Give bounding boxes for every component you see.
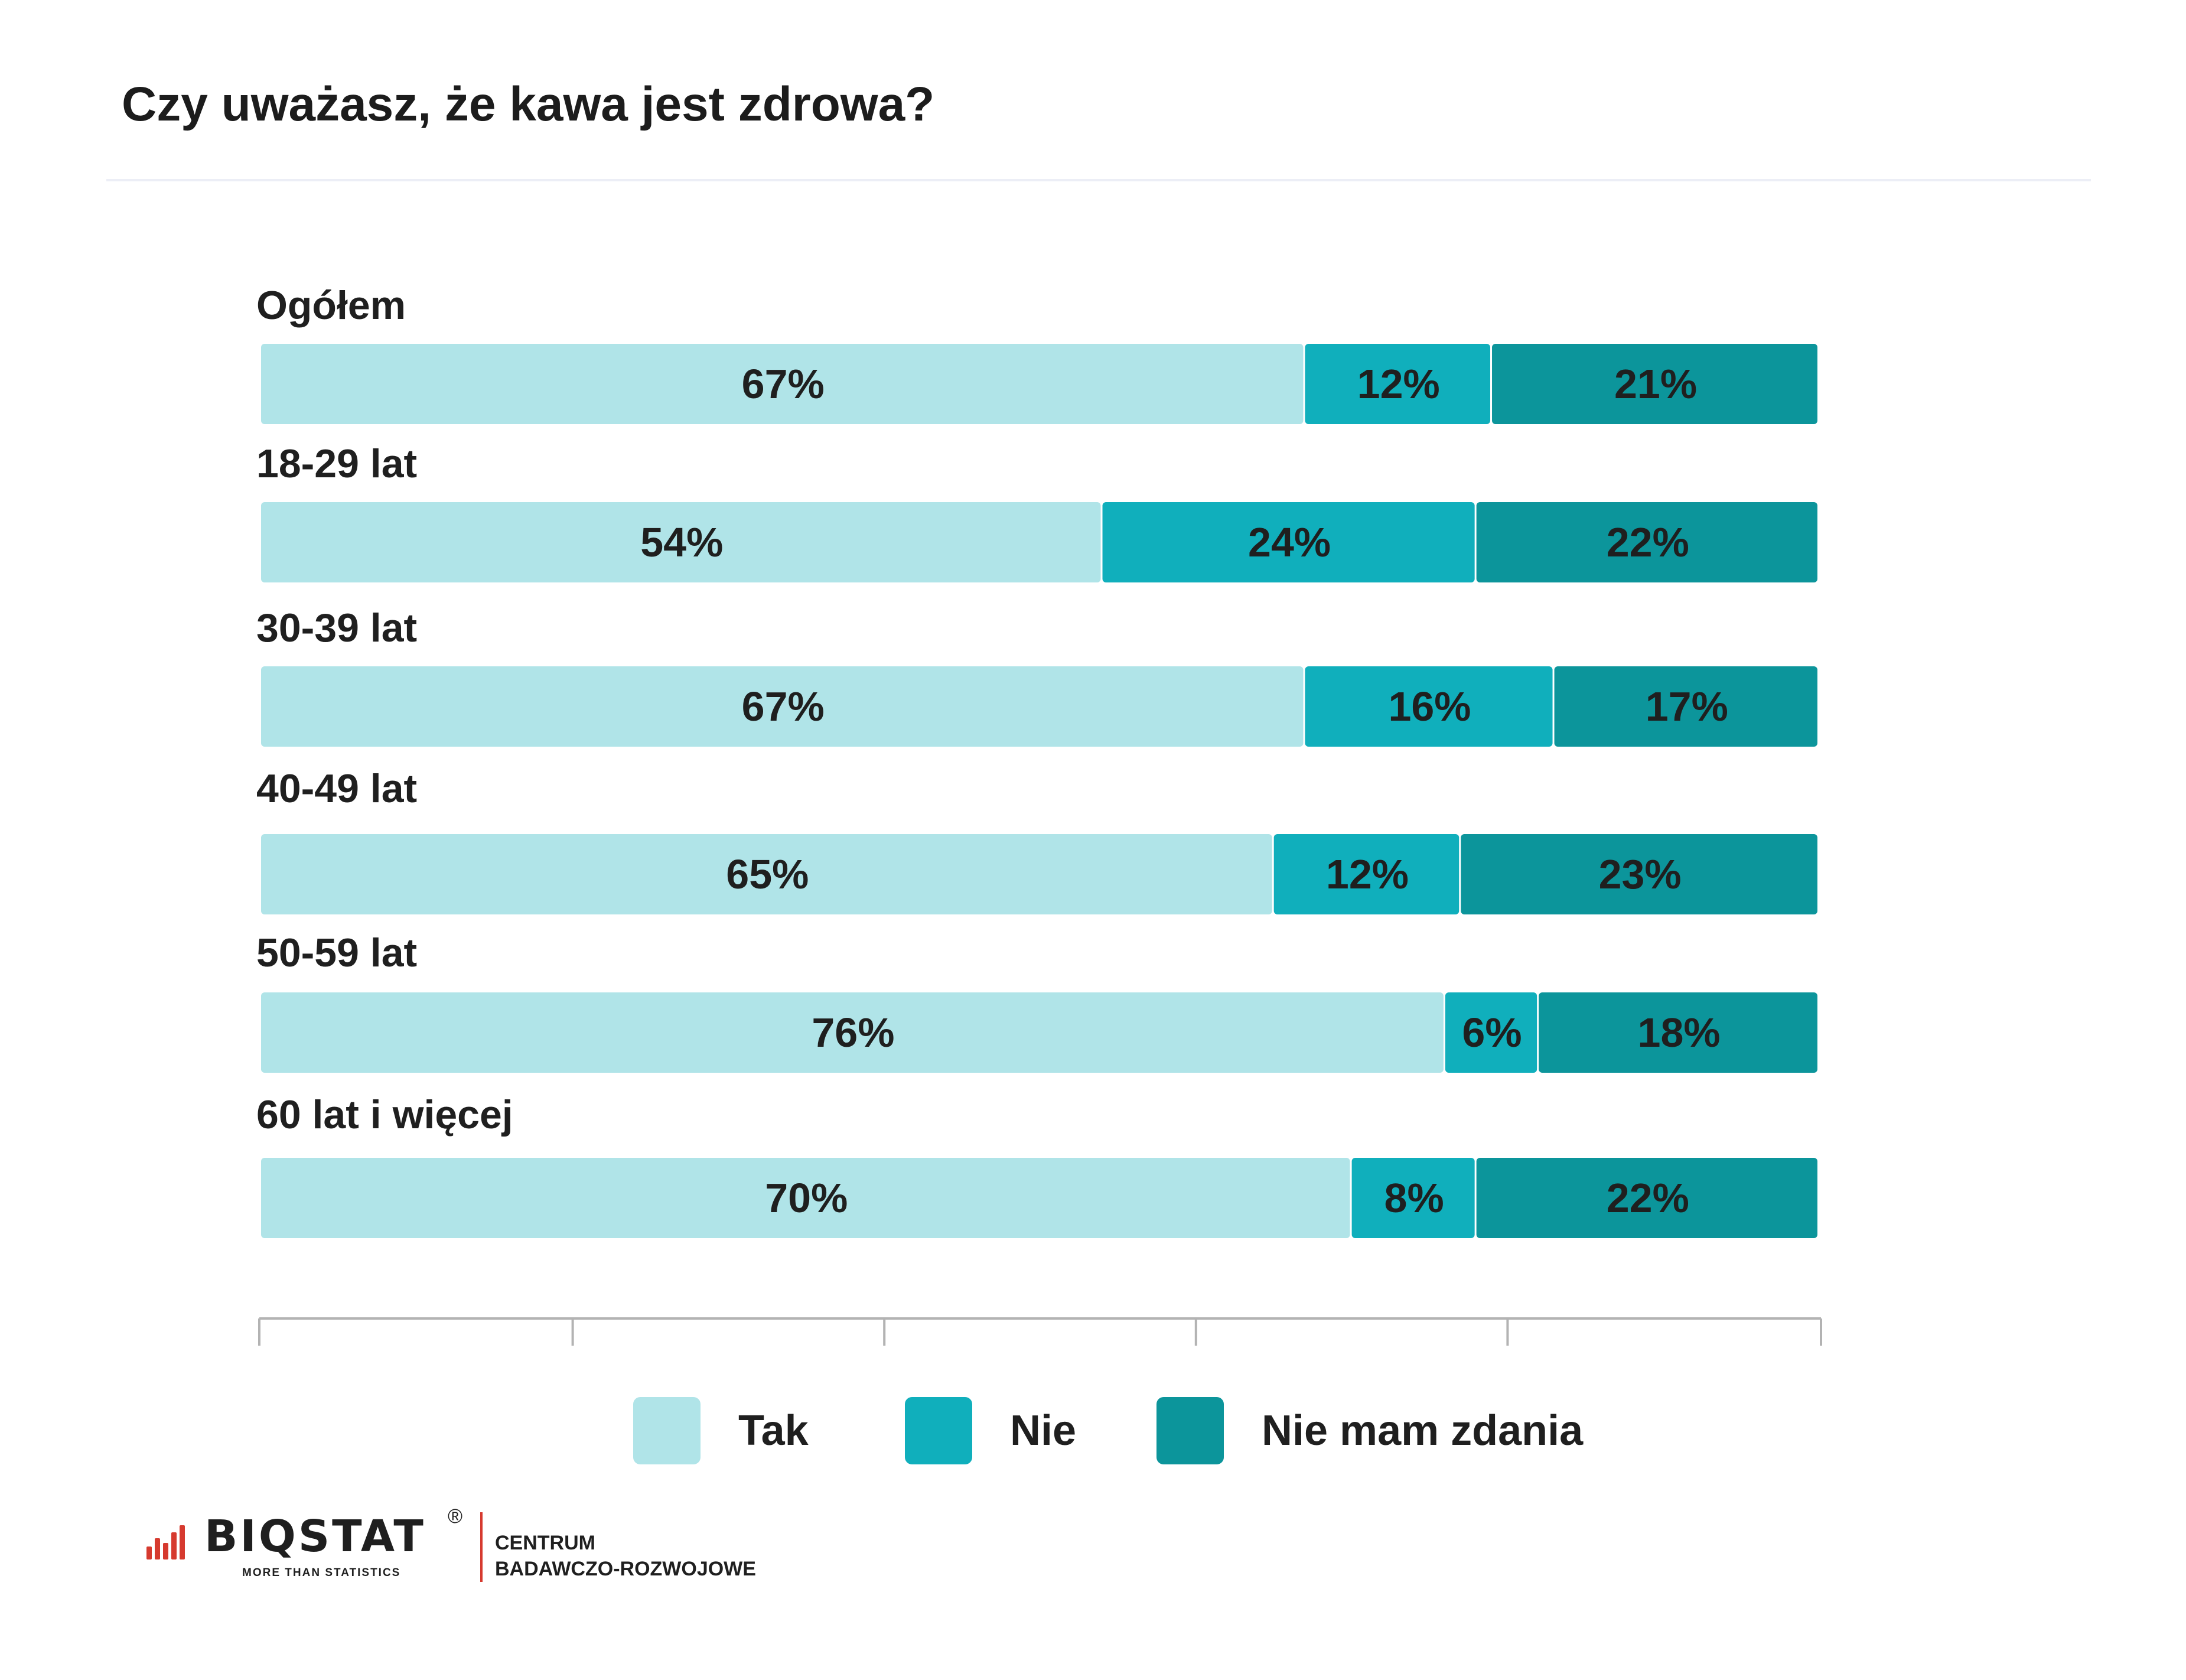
logo-registered-mark: ® [448, 1505, 463, 1528]
logo-divider [480, 1512, 483, 1582]
bar-segment-nie [1273, 834, 1459, 914]
bar-segment-nie-mam-zdania [1539, 992, 1817, 1073]
value-label: 23% [1599, 851, 1682, 897]
bar-segment-tak [261, 344, 1304, 424]
logo-wordmark: BIQSTAT [204, 1511, 426, 1562]
value-label: 17% [1646, 683, 1728, 730]
bar-segment-tak [261, 666, 1304, 747]
logo-subtitle-line-2: BADAWCZO-ROZWOJOWE [495, 1558, 756, 1580]
logo-subtitle-line-1: CENTRUM [495, 1532, 595, 1554]
category-label: Ogółem [256, 283, 406, 328]
legend-item-nie: Nie [905, 1397, 1076, 1464]
bar-segment-nie [1305, 344, 1491, 424]
value-label: 65% [726, 851, 809, 897]
legend-label-nie-mam-zdania: Nie mam zdania [1262, 1407, 1584, 1454]
bar-segment-nie [1351, 1158, 1475, 1238]
page-title: Czy uważasz, że kawa jest zdrowa? [122, 77, 935, 131]
bar-segment-nie-mam-zdania [1554, 666, 1817, 747]
footer-logo: BIQSTAT ® MORE THAN STATISTICS CENTRUM B… [146, 1505, 855, 1595]
category-label: 50-59 lat [256, 930, 417, 975]
legend-item-tak: Tak [633, 1397, 809, 1464]
value-label: 6% [1462, 1010, 1522, 1056]
stacked-bar-chart: Ogółem 67% 12% 21% 18-29 lat 54% 24% 22% 30-39 l… [256, 283, 1822, 1346]
chart-legend: Tak Nie Nie mam zdania [0, 1397, 2186, 1474]
bar-segment-tak [261, 1158, 1350, 1238]
bar-segment-tak [261, 834, 1272, 914]
bar-segment-tak [261, 992, 1444, 1073]
value-label: 21% [1614, 361, 1697, 407]
value-label: 16% [1388, 683, 1471, 730]
legend-swatch-tak [633, 1397, 701, 1464]
value-label: 22% [1607, 1175, 1689, 1221]
legend-label-nie: Nie [1010, 1407, 1077, 1454]
bar-segment-nie-mam-zdania [1476, 502, 1817, 582]
logo-subtitle: CENTRUM BADAWCZO-ROZWOJOWE [495, 1530, 756, 1582]
bar-segment-nie-mam-zdania [1476, 1158, 1817, 1238]
legend-swatch-nie [905, 1397, 972, 1464]
value-label: 22% [1607, 519, 1689, 565]
category-label: 60 lat i więcej [256, 1092, 513, 1137]
bar-segment-nie-mam-zdania [1492, 344, 1817, 424]
title-divider [106, 179, 2091, 181]
legend-swatch-nie-mam-zdania [1156, 1397, 1224, 1464]
bar-segment-nie [1445, 992, 1537, 1073]
logo-mark-icon [146, 1524, 188, 1559]
value-label: 18% [1638, 1010, 1721, 1056]
value-label: 70% [765, 1175, 848, 1221]
legend-label-tak: Tak [738, 1407, 809, 1454]
value-label: 67% [742, 361, 825, 407]
bar-segment-nie [1305, 666, 1553, 747]
value-label: 54% [640, 519, 723, 565]
value-label: 67% [742, 683, 825, 730]
bar-segment-tak [261, 502, 1101, 582]
category-label: 18-29 lat [256, 441, 417, 486]
legend-item-nie-mam-zdania: Nie mam zdania [1156, 1397, 1583, 1464]
value-label: 76% [812, 1010, 894, 1056]
value-label: 12% [1357, 361, 1440, 407]
category-label: 30-39 lat [256, 605, 417, 650]
value-label: 24% [1248, 519, 1331, 565]
category-label: 40-49 lat [256, 766, 417, 811]
logo-tagline: MORE THAN STATISTICS [242, 1567, 401, 1579]
value-label: 8% [1384, 1175, 1444, 1221]
value-label: 12% [1326, 851, 1409, 897]
bar-segment-nie [1102, 502, 1475, 582]
bar-segment-nie-mam-zdania [1461, 834, 1817, 914]
